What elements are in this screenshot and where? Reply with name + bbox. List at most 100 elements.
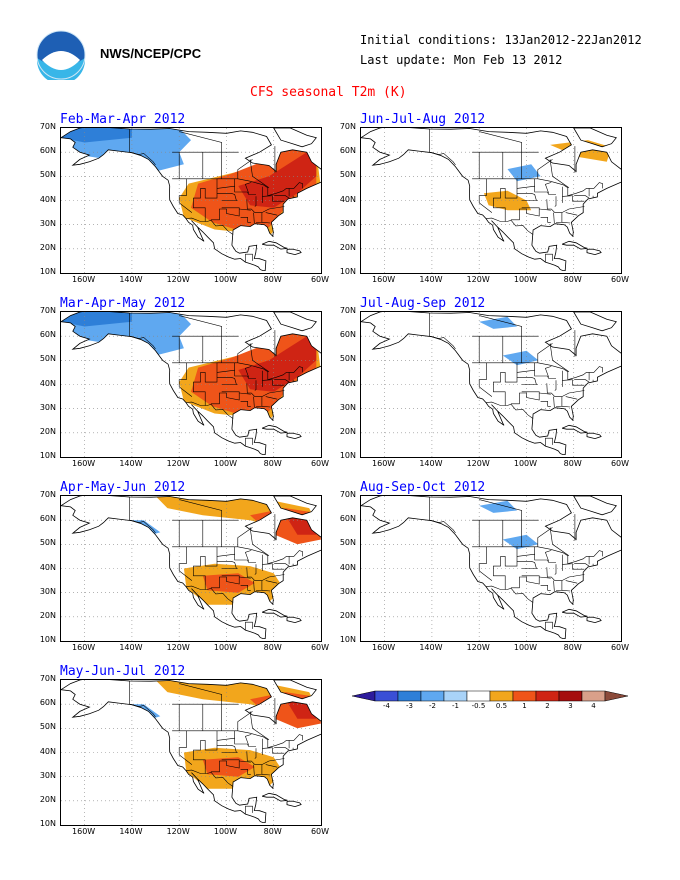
latitude-label: 30N bbox=[39, 770, 56, 780]
latitude-label: 10N bbox=[39, 819, 56, 828]
panel-title-mjj: May-Jun-Jul 2012 bbox=[60, 664, 186, 679]
boundary-line bbox=[546, 383, 585, 397]
longitude-label: 120W bbox=[466, 275, 490, 284]
boundary-line bbox=[537, 159, 553, 179]
boundary-line bbox=[245, 182, 252, 194]
boundary-line bbox=[485, 217, 534, 235]
longitude-label: 80W bbox=[263, 827, 282, 836]
boundary-line bbox=[572, 563, 585, 570]
boundary-line bbox=[517, 561, 537, 569]
coastline bbox=[286, 248, 302, 256]
boundary-line bbox=[272, 747, 285, 754]
boundary-line bbox=[555, 212, 563, 223]
boundary-line bbox=[539, 392, 551, 395]
longitude-label: 100W bbox=[213, 827, 238, 836]
latitude-label: 50N bbox=[39, 170, 56, 180]
boundary-line bbox=[253, 396, 255, 408]
boundary-line bbox=[129, 703, 156, 718]
latitude-label: 20N bbox=[39, 426, 56, 436]
boundary-line bbox=[262, 747, 273, 755]
coastline bbox=[273, 680, 318, 700]
latitude-label: 20N bbox=[39, 610, 56, 620]
longitude-label: 160W bbox=[72, 275, 96, 284]
boundary-line bbox=[272, 195, 285, 202]
colorbar-swatch bbox=[581, 690, 606, 702]
boundary-line bbox=[193, 556, 206, 590]
anomaly-region bbox=[61, 312, 132, 327]
boundary-line bbox=[516, 553, 535, 557]
anomaly-region bbox=[238, 336, 317, 392]
boundary-line bbox=[178, 546, 193, 581]
anomaly-region bbox=[507, 164, 541, 182]
coastline bbox=[286, 616, 302, 624]
boundary-line bbox=[246, 567, 285, 581]
boundary-line bbox=[572, 195, 585, 202]
boundary-line bbox=[216, 737, 235, 741]
boundary-line bbox=[261, 590, 271, 592]
latitude-label: 30N bbox=[339, 586, 356, 596]
boundary-line bbox=[537, 546, 603, 565]
coastline bbox=[586, 616, 602, 624]
coastline bbox=[561, 608, 588, 618]
anomaly-region bbox=[479, 316, 517, 329]
colorbar-label: 4 bbox=[591, 702, 596, 710]
boundary-line bbox=[245, 253, 253, 263]
boundary-line bbox=[537, 343, 553, 363]
colorbar-swatch bbox=[558, 690, 583, 702]
organization-label: NWS/NCEP/CPC bbox=[100, 46, 202, 61]
boundary-line bbox=[534, 178, 556, 195]
last-update: Last update: Mon Feb 13 2012 bbox=[360, 53, 563, 67]
boundary-line bbox=[274, 379, 290, 383]
longitude-label: 160W bbox=[372, 459, 396, 468]
colorbar-swatch bbox=[512, 690, 537, 702]
panel-title-aso: Aug-Sep-Oct 2012 bbox=[360, 480, 486, 495]
boundary-line bbox=[129, 519, 156, 534]
boundary-line bbox=[485, 401, 534, 419]
anomaly-region bbox=[108, 520, 161, 540]
latitude-label: 40N bbox=[339, 562, 356, 572]
latitude-label: 30N bbox=[339, 402, 356, 412]
boundary-line bbox=[562, 379, 573, 387]
boundary-line bbox=[237, 178, 303, 197]
colorbar-swatch bbox=[466, 690, 491, 702]
boundary-line bbox=[485, 585, 534, 603]
boundary-line bbox=[274, 563, 290, 567]
boundary-line bbox=[217, 561, 237, 569]
boundary-line bbox=[253, 212, 255, 224]
latitude-label: 60N bbox=[39, 514, 56, 524]
boundary-line bbox=[261, 406, 271, 408]
boundary-line bbox=[262, 563, 273, 571]
boundary-line bbox=[254, 564, 257, 575]
coastline bbox=[261, 240, 288, 250]
boundary-line bbox=[245, 734, 252, 746]
boundary-line bbox=[249, 343, 270, 372]
longitude-label: 80W bbox=[263, 643, 282, 652]
boundary-line bbox=[272, 563, 285, 570]
longitude-label: 100W bbox=[513, 643, 538, 652]
panel-title-jja: Jun-Jul-Aug 2012 bbox=[360, 112, 486, 127]
boundary-line bbox=[553, 396, 555, 408]
latitude-label: 30N bbox=[39, 586, 56, 596]
anomaly-region bbox=[502, 534, 539, 550]
longitude-label: 160W bbox=[372, 275, 396, 284]
boundary-line bbox=[255, 580, 263, 591]
boundary-line bbox=[265, 764, 278, 768]
latitude-label: 60N bbox=[39, 330, 56, 340]
boundary-line bbox=[517, 193, 537, 201]
boundary-line bbox=[240, 769, 251, 775]
noaa-logo bbox=[36, 30, 86, 84]
boundary-line bbox=[429, 335, 456, 350]
longitude-label: 120W bbox=[466, 643, 490, 652]
longitude-label: 120W bbox=[166, 643, 190, 652]
colorbar-label: 2 bbox=[545, 702, 550, 710]
colorbar-swatch bbox=[443, 690, 468, 702]
colorbar-label: 1 bbox=[522, 702, 527, 710]
boundary-line bbox=[193, 740, 206, 774]
boundary-line bbox=[200, 362, 218, 383]
boundary-line bbox=[561, 590, 571, 592]
boundary-line bbox=[546, 199, 585, 213]
longitude-label: 140W bbox=[119, 275, 143, 284]
coastline bbox=[61, 496, 321, 640]
longitude-label: 140W bbox=[419, 459, 443, 468]
latitude-label: 40N bbox=[339, 378, 356, 388]
